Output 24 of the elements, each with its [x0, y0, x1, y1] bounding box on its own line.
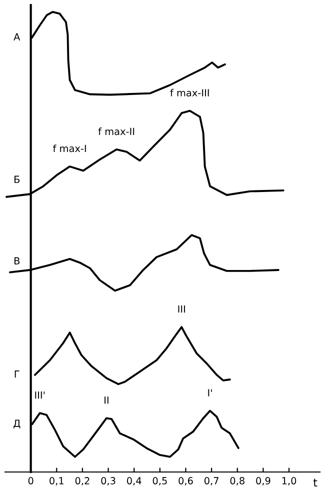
series-label: Д — [14, 420, 20, 428]
x-tick-label: 0,4 — [127, 477, 142, 486]
x-tick-label: 0,6 — [178, 477, 193, 486]
series-label: А — [14, 33, 20, 40]
annotation: f max-III — [170, 88, 209, 96]
series-label: Г — [14, 370, 20, 378]
series-label: Б — [14, 176, 20, 183]
x-tick-label: 0,3 — [101, 477, 116, 486]
annotation: f max-II — [98, 128, 134, 136]
x-tick-label: 0,5 — [152, 477, 167, 486]
x-tick-label: 0,1 — [50, 477, 64, 486]
annotation: I' — [208, 389, 212, 396]
x-tick-label: 0,8 — [230, 477, 244, 486]
x-tick-label: 0,9 — [256, 477, 270, 486]
series-label: В — [14, 257, 20, 264]
annotation: f max-I — [52, 144, 86, 152]
x-axis-title: t — [313, 478, 318, 487]
annotation: III' — [35, 391, 45, 399]
x-tick-label: 0,2 — [75, 477, 90, 486]
x-tick-label: 0 — [28, 477, 34, 484]
annotation: II — [104, 396, 108, 404]
x-tick-label: 0,7 — [204, 477, 218, 486]
x-tick-label: 1,0 — [282, 477, 296, 486]
annotation: III — [178, 305, 185, 313]
